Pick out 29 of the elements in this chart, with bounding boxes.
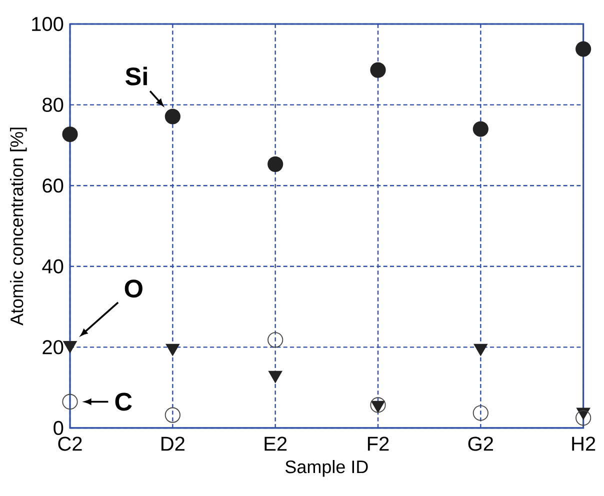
point bbox=[164, 407, 180, 423]
x-tick-label: C2 bbox=[58, 436, 82, 451]
point bbox=[472, 405, 488, 421]
point bbox=[370, 397, 386, 413]
point bbox=[62, 394, 78, 410]
x-tick-label: F2 bbox=[368, 436, 389, 451]
x-tick-label: D2 bbox=[162, 436, 184, 451]
x-tick-label: E2 bbox=[264, 436, 287, 451]
point bbox=[164, 108, 180, 124]
annotation: C bbox=[115, 392, 132, 411]
y-tick-label: 60 bbox=[42, 178, 64, 193]
point bbox=[268, 332, 284, 348]
point bbox=[62, 126, 78, 142]
point bbox=[472, 121, 488, 137]
point bbox=[370, 62, 386, 78]
point bbox=[268, 156, 284, 172]
x-tick-label: H2 bbox=[572, 436, 596, 451]
y-tick-label: 0 bbox=[54, 420, 64, 436]
annotation: O bbox=[124, 280, 142, 298]
point bbox=[268, 370, 282, 383]
y-tick-label: 20 bbox=[42, 340, 64, 354]
y-tick-label: 80 bbox=[42, 98, 64, 112]
x-tick-label: G2 bbox=[468, 436, 493, 451]
y-tick-label: 40 bbox=[42, 259, 64, 274]
x-axis-title: Sample ID bbox=[285, 460, 368, 477]
y-axis-title: Atomic concentration [%] bbox=[10, 128, 27, 326]
y-tick-label: 100 bbox=[32, 16, 64, 32]
annotation: Si bbox=[126, 66, 147, 86]
point bbox=[576, 410, 592, 426]
